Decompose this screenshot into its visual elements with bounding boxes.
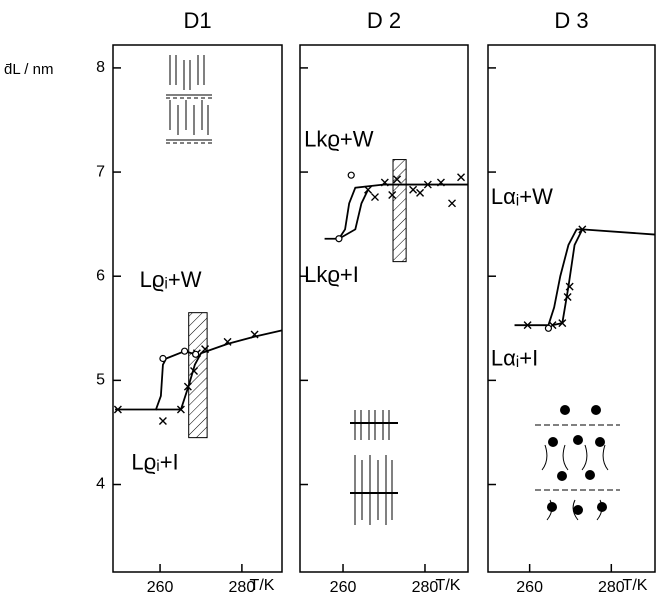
x-tick-label: 260 <box>330 579 357 596</box>
transition-curve <box>514 228 656 327</box>
y-tick-label: 8 <box>96 59 105 76</box>
point-circle <box>544 324 553 332</box>
point-circle <box>347 171 355 179</box>
point-cross <box>523 321 532 330</box>
point-cross <box>380 178 389 187</box>
x-tick-label: 260 <box>516 579 543 596</box>
point-cross <box>158 416 167 425</box>
point-cross <box>578 225 587 234</box>
point-cross <box>565 282 574 291</box>
phase-label: Lϱᵢ+W <box>140 267 202 292</box>
plot-frame <box>487 44 656 573</box>
y-tick-label: 4 <box>96 476 105 493</box>
y-tick-label: 6 <box>96 267 105 284</box>
y-tick-label: 5 <box>96 372 105 389</box>
point-circle <box>159 354 167 363</box>
point-cross <box>416 188 425 197</box>
point-cross <box>183 382 192 391</box>
point-cross <box>223 337 232 346</box>
plot-frame <box>112 44 283 573</box>
plot-frame <box>299 44 469 573</box>
point-cross <box>388 190 397 199</box>
point-cross <box>250 330 259 339</box>
point-cross <box>563 293 572 302</box>
x-tick-label: 280 <box>598 579 625 596</box>
transition-curve <box>155 329 283 411</box>
point-cross <box>409 185 418 194</box>
point-cross <box>201 345 210 354</box>
point-cross <box>393 175 402 184</box>
point-cross <box>113 405 122 414</box>
hatched-band <box>188 312 208 439</box>
point-cross <box>423 180 432 189</box>
panel-title: D 2 <box>367 8 401 33</box>
x-tick-label: 280 <box>229 579 256 596</box>
x-tick-label: 280 <box>412 579 439 596</box>
molecule-sketch <box>166 55 620 525</box>
point-cross <box>190 366 199 375</box>
point-circle <box>192 350 200 358</box>
hatched-band <box>392 159 407 263</box>
panel-title: D 3 <box>554 8 588 33</box>
phase-label: Lkϱ+W <box>304 127 374 152</box>
phase-label: Lϱᵢ+I <box>131 449 178 474</box>
point-cross <box>558 319 567 328</box>
y-tick-label: 7 <box>96 163 105 180</box>
x-axis-label: T/K <box>250 577 275 594</box>
point-cross <box>176 405 185 414</box>
panel-title: D1 <box>183 8 211 33</box>
x-axis-label: T/K <box>623 577 648 594</box>
point-circle <box>181 347 189 355</box>
y-axis-label: d̄L / nm <box>4 61 53 78</box>
point-cross <box>364 185 373 194</box>
phase-label: Lαᵢ+I <box>491 345 538 370</box>
x-tick-label: 260 <box>147 579 174 596</box>
point-circle <box>335 235 343 243</box>
point-cross <box>448 199 457 208</box>
x-axis-label: T/K <box>436 577 461 594</box>
point-cross <box>457 173 466 182</box>
phase-label: Lαᵢ+W <box>491 184 553 209</box>
point-cross <box>370 193 379 202</box>
transition-curve <box>552 228 584 327</box>
phase-label: Lkϱ+I <box>304 262 359 287</box>
transition-curve <box>338 189 369 240</box>
point-cross <box>436 178 445 187</box>
